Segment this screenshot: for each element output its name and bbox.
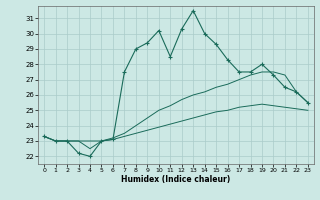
X-axis label: Humidex (Indice chaleur): Humidex (Indice chaleur) (121, 175, 231, 184)
